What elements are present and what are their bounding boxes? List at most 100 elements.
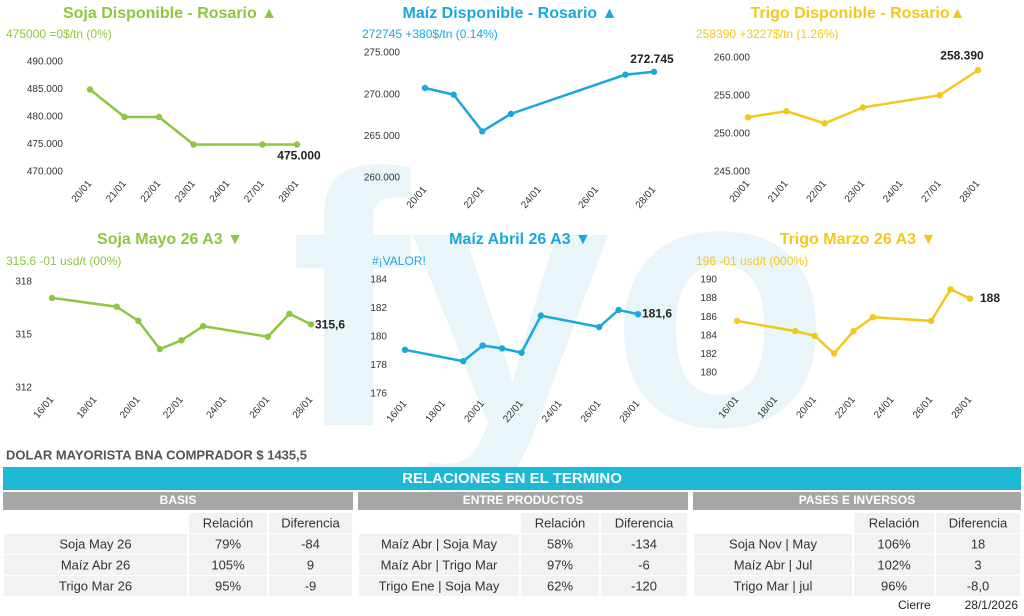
column-header: Diferencia <box>949 515 1008 530</box>
y-tick-label: 315 <box>15 330 32 341</box>
chart-subtitle: 196 -01 usd/t (000%) <box>696 254 808 268</box>
x-tick-label: 22/01 <box>139 178 164 205</box>
point <box>507 110 515 118</box>
point <box>859 104 867 111</box>
table-cell <box>189 513 267 533</box>
table-cell <box>694 555 852 575</box>
table-cell-text: Maíz Abr | Soja May <box>381 536 498 551</box>
table-cell-text: 18 <box>971 536 985 551</box>
y-tick-label: 186 <box>700 312 717 323</box>
point <box>821 120 828 127</box>
table-cell-text: 9 <box>307 557 314 572</box>
x-tick-label: 23/01 <box>173 178 198 205</box>
table-cell-text: Soja Nov | May <box>729 536 817 551</box>
chart-subtitle: 272745 +380$/tn (0.14%) <box>362 27 498 41</box>
table-title: ENTRE PRODUCTOS <box>463 493 583 507</box>
table-cell-text: 97% <box>547 557 573 572</box>
point <box>927 317 935 325</box>
y-tick-label: 182 <box>370 303 387 314</box>
column-header: Diferencia <box>281 515 340 530</box>
table-cell <box>269 534 352 554</box>
y-tick-label: 250.000 <box>714 129 751 140</box>
point <box>830 350 838 357</box>
point <box>518 349 525 356</box>
chart-subtitle: 475000 =0$/tn (0%) <box>6 27 112 41</box>
table-cell-text: -134 <box>631 536 657 551</box>
x-tick-label: 28/01 <box>958 178 983 205</box>
table-cell <box>521 534 599 554</box>
chart-title: Soja Disponible - Rosario ▲ <box>63 5 277 22</box>
y-tick-label: 260.000 <box>714 53 751 64</box>
x-tick-label: 24/01 <box>872 394 897 421</box>
table-cell <box>189 555 267 575</box>
column-header: Relación <box>203 515 254 530</box>
table-cell-text: -8,0 <box>967 578 989 593</box>
table-cell-text: 106% <box>877 536 911 551</box>
y-tick-label: 270.000 <box>364 89 401 100</box>
x-tick-label: 28/01 <box>950 394 975 421</box>
table-cell <box>936 534 1020 554</box>
y-tick-label: 178 <box>370 360 387 371</box>
point <box>293 141 301 148</box>
point <box>479 342 486 349</box>
y-tick-label: 255.000 <box>714 91 751 102</box>
point <box>733 317 741 325</box>
table-cell-text: 79% <box>215 536 241 551</box>
chart-title: Maíz Abril 26 A3 ▼ <box>449 231 591 248</box>
table-cell <box>4 555 187 575</box>
point <box>48 294 56 302</box>
point <box>259 141 266 148</box>
table-title-band <box>693 492 1021 510</box>
column-header: Relación <box>869 515 920 530</box>
y-tick-label: 176 <box>370 389 387 400</box>
footer-label: Cierre <box>898 598 931 612</box>
dolar-label: DOLAR MAYORISTA BNA COMPRADOR $ 1435,5 <box>6 447 307 462</box>
point <box>744 114 752 121</box>
table-cell-text: Maíz Abr | Trigo Mar <box>381 557 498 572</box>
point <box>783 108 790 115</box>
y-tick-label: 312 <box>15 383 32 394</box>
table-cell-text: Trigo Mar 26 <box>59 578 132 593</box>
x-tick-label: 22/01 <box>833 394 858 421</box>
table-cell <box>601 576 687 596</box>
table-cell-text: -84 <box>301 536 320 551</box>
table-cell-text: Soja May 26 <box>59 536 131 551</box>
x-tick-label: 27/01 <box>242 178 267 205</box>
x-tick-label: 24/01 <box>204 394 229 421</box>
point <box>421 84 429 92</box>
table-cell-text: -9 <box>305 578 317 593</box>
y-tick-label: 275.000 <box>364 48 401 59</box>
point <box>974 67 982 74</box>
x-tick-label: 26/01 <box>911 394 936 421</box>
point <box>650 68 658 75</box>
footer-date: 28/1/2026 <box>965 598 1019 612</box>
y-tick-label: 260.000 <box>364 173 401 184</box>
x-tick-label: 26/01 <box>248 394 273 421</box>
y-tick-label: 182 <box>700 349 717 360</box>
point <box>156 345 164 353</box>
x-tick-label: 20/01 <box>70 178 95 205</box>
table-cell-text: 58% <box>547 536 573 551</box>
x-tick-label: 18/01 <box>75 394 100 421</box>
y-tick-label: 184 <box>700 330 717 341</box>
x-tick-label: 27/01 <box>919 178 944 205</box>
point <box>86 86 94 93</box>
table-cell <box>269 555 352 575</box>
watermark: fyo <box>290 100 830 504</box>
table-cell <box>601 534 687 554</box>
table-cell-text: 96% <box>881 578 907 593</box>
point <box>155 113 163 121</box>
y-tick-label: 180 <box>700 368 717 379</box>
y-tick-label: 184 <box>370 275 387 286</box>
table-cell <box>854 576 934 596</box>
series-line <box>89 88 297 146</box>
point <box>595 323 603 331</box>
point <box>850 327 857 335</box>
table-cell <box>269 513 352 533</box>
x-tick-label: 23/01 <box>843 178 868 205</box>
table-cell-text: 62% <box>547 578 573 593</box>
table-cell <box>359 555 519 575</box>
table-cell-text: -120 <box>631 578 657 593</box>
chart-title: Soja Mayo 26 A3 ▼ <box>97 231 243 248</box>
table-cell <box>189 576 267 596</box>
